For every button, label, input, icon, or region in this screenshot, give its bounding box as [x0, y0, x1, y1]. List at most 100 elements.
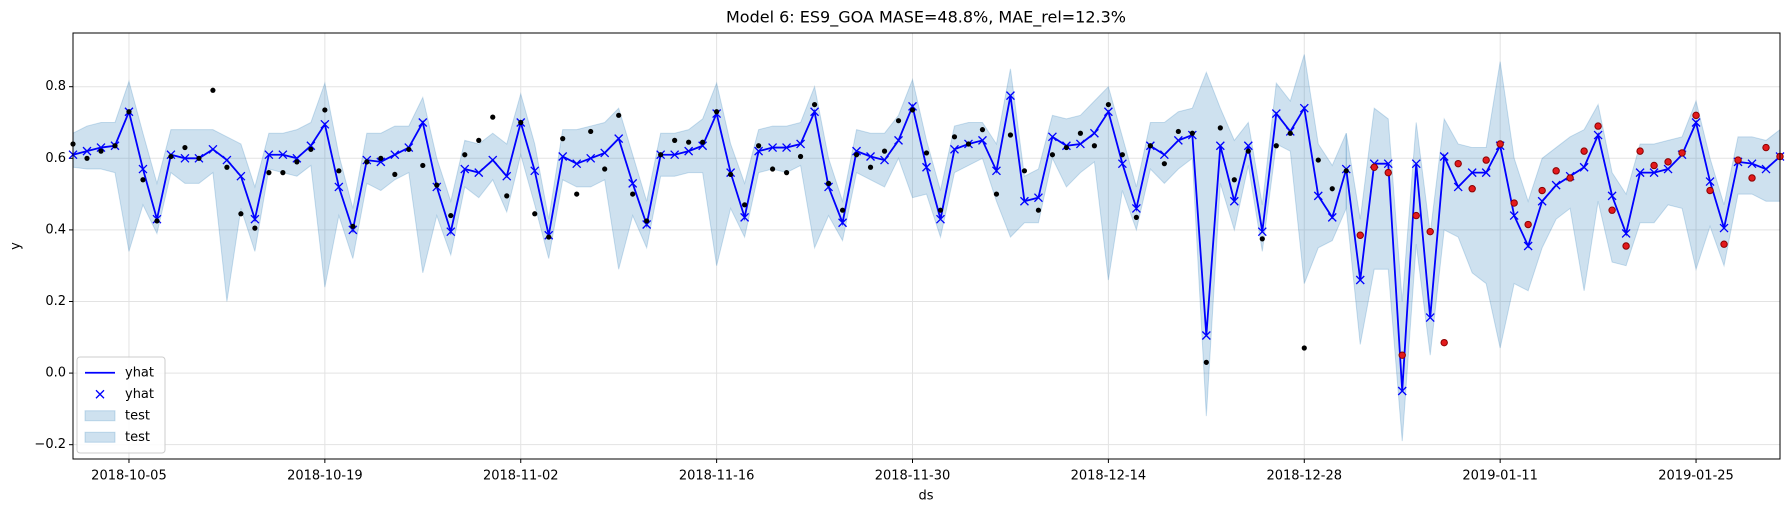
yhat-marker	[1103, 107, 1113, 117]
yhat-marker	[978, 135, 987, 145]
yhat-marker	[1607, 191, 1617, 201]
yhat-marker	[1425, 313, 1435, 323]
actual-point	[1007, 132, 1014, 138]
yhat-marker	[670, 150, 680, 160]
actual-point	[434, 182, 440, 188]
actual-point	[1231, 177, 1237, 183]
actual-point	[1273, 143, 1279, 149]
yhat-marker	[866, 152, 875, 161]
yhat-marker	[1397, 386, 1407, 396]
actual-point	[182, 144, 188, 151]
yhat-marker	[796, 139, 806, 149]
yhat-marker	[488, 155, 498, 165]
actual-point	[364, 159, 370, 165]
yhat-marker	[782, 143, 792, 153]
actual-point	[1664, 158, 1672, 166]
actual-point	[168, 153, 174, 160]
actual-point	[518, 119, 524, 126]
actual-point	[1105, 101, 1111, 108]
yhat-marker	[1299, 103, 1309, 113]
x-tick-label: 2018-10-19	[287, 469, 363, 484]
yhat-marker	[1355, 275, 1365, 285]
actual-point	[797, 153, 804, 160]
actual-point	[839, 207, 846, 213]
yhat-marker	[824, 182, 834, 192]
yhat-marker	[1243, 141, 1253, 151]
actual-point	[1426, 227, 1434, 236]
actual-point	[462, 152, 468, 158]
actual-point	[448, 212, 454, 219]
actual-point	[1608, 206, 1616, 214]
x-tick-label: 2018-12-28	[1266, 469, 1342, 484]
yhat-marker	[852, 146, 862, 156]
actual-point	[1161, 161, 1167, 167]
yhat-marker	[991, 166, 1001, 176]
yhat-marker	[446, 227, 456, 237]
yhat-marker	[138, 164, 148, 174]
actual-point	[266, 170, 272, 176]
yhat-marker	[936, 214, 945, 224]
actual-point	[1329, 186, 1335, 192]
actual-point	[1384, 168, 1392, 177]
actual-point	[1692, 111, 1700, 120]
x-tick-label: 2018-11-30	[875, 469, 951, 484]
actual-point	[1762, 143, 1770, 152]
actual-point	[476, 137, 482, 143]
legend-label: test	[125, 408, 150, 423]
actual-point	[630, 191, 636, 197]
actual-point	[336, 168, 342, 174]
yhat-marker	[950, 144, 959, 154]
actual-point	[658, 152, 664, 158]
x-axis-label: ds	[918, 489, 933, 504]
legend: yhat yhat test test	[76, 356, 166, 454]
actual-point	[742, 202, 748, 208]
yhat-marker	[1705, 177, 1715, 187]
chart-title: Model 6: ES9_GOA MASE=48.8%, MAE_rel=12.…	[726, 8, 1126, 28]
y-tick-label: −0.2	[34, 437, 66, 452]
yhat-marker	[1257, 227, 1267, 237]
yhat-marker	[1621, 229, 1631, 238]
yhat-marker	[1229, 196, 1239, 206]
yhat-marker	[180, 153, 190, 163]
legend-box	[76, 356, 166, 454]
yhat-marker	[558, 152, 568, 161]
actual-point	[1035, 207, 1042, 213]
y-tick-label: 0.4	[45, 222, 66, 237]
yhat-marker	[278, 150, 288, 160]
x-tick-label: 2018-10-05	[91, 469, 167, 484]
actual-point	[1133, 214, 1139, 220]
actual-point	[238, 211, 244, 217]
yhat-marker	[1719, 223, 1729, 233]
plot-frame	[72, 32, 1781, 460]
actual-point	[895, 118, 902, 124]
actual-point	[210, 87, 216, 93]
actual-point	[853, 152, 860, 158]
actual-point	[1454, 159, 1462, 168]
yhat-marker	[1047, 132, 1057, 142]
yhat-marker	[1327, 212, 1337, 222]
actual-point	[252, 225, 258, 231]
y-tick-label: 0.8	[45, 79, 66, 94]
actual-point	[1315, 157, 1321, 163]
yhat-marker	[908, 101, 917, 111]
x-tick-label: 2019-01-11	[1462, 469, 1538, 484]
yhat-marker	[320, 119, 330, 129]
yhat-marker	[96, 143, 106, 153]
yhat-marker	[572, 159, 582, 169]
actual-point	[1706, 186, 1714, 195]
yhat-marker	[1747, 159, 1757, 169]
actual-point	[196, 155, 202, 161]
actual-point	[1412, 211, 1420, 220]
x-tick-label: 2018-11-16	[679, 469, 755, 484]
yhat-marker	[768, 143, 778, 153]
actual-point	[1147, 143, 1153, 149]
actual-point	[112, 143, 118, 149]
yhat-marker	[600, 148, 610, 158]
actual-point	[783, 170, 790, 176]
actual-point	[1566, 174, 1574, 182]
actual-point	[1356, 231, 1364, 239]
yhat-marker	[1117, 159, 1127, 169]
actual-point	[965, 141, 972, 147]
actual-point	[1580, 147, 1588, 155]
yhat-marker	[838, 218, 848, 228]
